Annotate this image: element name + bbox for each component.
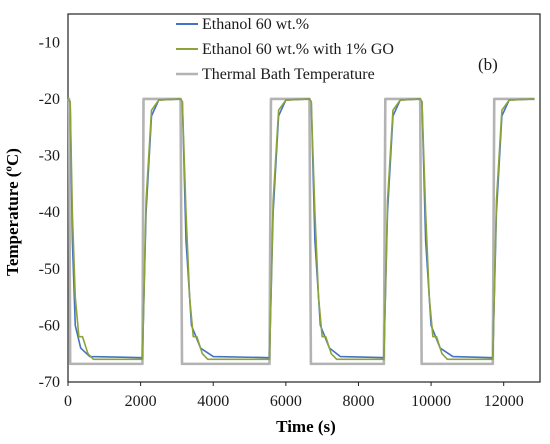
x-tick-label: 4000 bbox=[197, 393, 229, 410]
y-tick-label: -30 bbox=[39, 148, 60, 165]
x-tick-label: 12000 bbox=[484, 393, 524, 410]
axis-layer: 0 2000 4000 6000 8000 10000 12000 -10 -20 -30 -40 -… bbox=[39, 34, 524, 410]
x-tick-label: 2000 bbox=[125, 393, 157, 410]
x-tick-label: 0 bbox=[64, 393, 72, 410]
x-tick-label: 8000 bbox=[342, 393, 374, 410]
y-tick-label: -60 bbox=[39, 317, 60, 334]
panel-label: (b) bbox=[478, 55, 498, 74]
y-tick-label: -70 bbox=[39, 374, 60, 391]
x-axis-title: Time (s) bbox=[276, 417, 336, 436]
series-layer bbox=[67, 97, 535, 366]
legend-label-ethanol: Ethanol 60 wt.% bbox=[202, 16, 309, 33]
series-line-thermal-bath-temperature bbox=[67, 97, 535, 366]
y-axis-title: Temperature (ºC) bbox=[3, 148, 22, 276]
x-tick-label: 6000 bbox=[270, 393, 302, 410]
legend-label-ethanol-go: Ethanol 60 wt.% with 1% GO bbox=[202, 41, 394, 58]
plot-frame bbox=[67, 13, 541, 383]
y-tick-label: -10 bbox=[39, 34, 60, 51]
y-tick-label: -40 bbox=[39, 204, 60, 221]
y-tick-label: -20 bbox=[39, 91, 60, 108]
x-tick-label: 10000 bbox=[411, 393, 451, 410]
series-line-ethanol-60-wt bbox=[67, 98, 535, 359]
series-line-ethanol-60-wt-with-1-go bbox=[67, 98, 535, 361]
legend-label-bath: Thermal Bath Temperature bbox=[202, 66, 375, 83]
legend: Ethanol 60 wt.% Ethanol 60 wt.% with 1% … bbox=[176, 16, 394, 83]
y-tick-label: -50 bbox=[39, 261, 60, 278]
